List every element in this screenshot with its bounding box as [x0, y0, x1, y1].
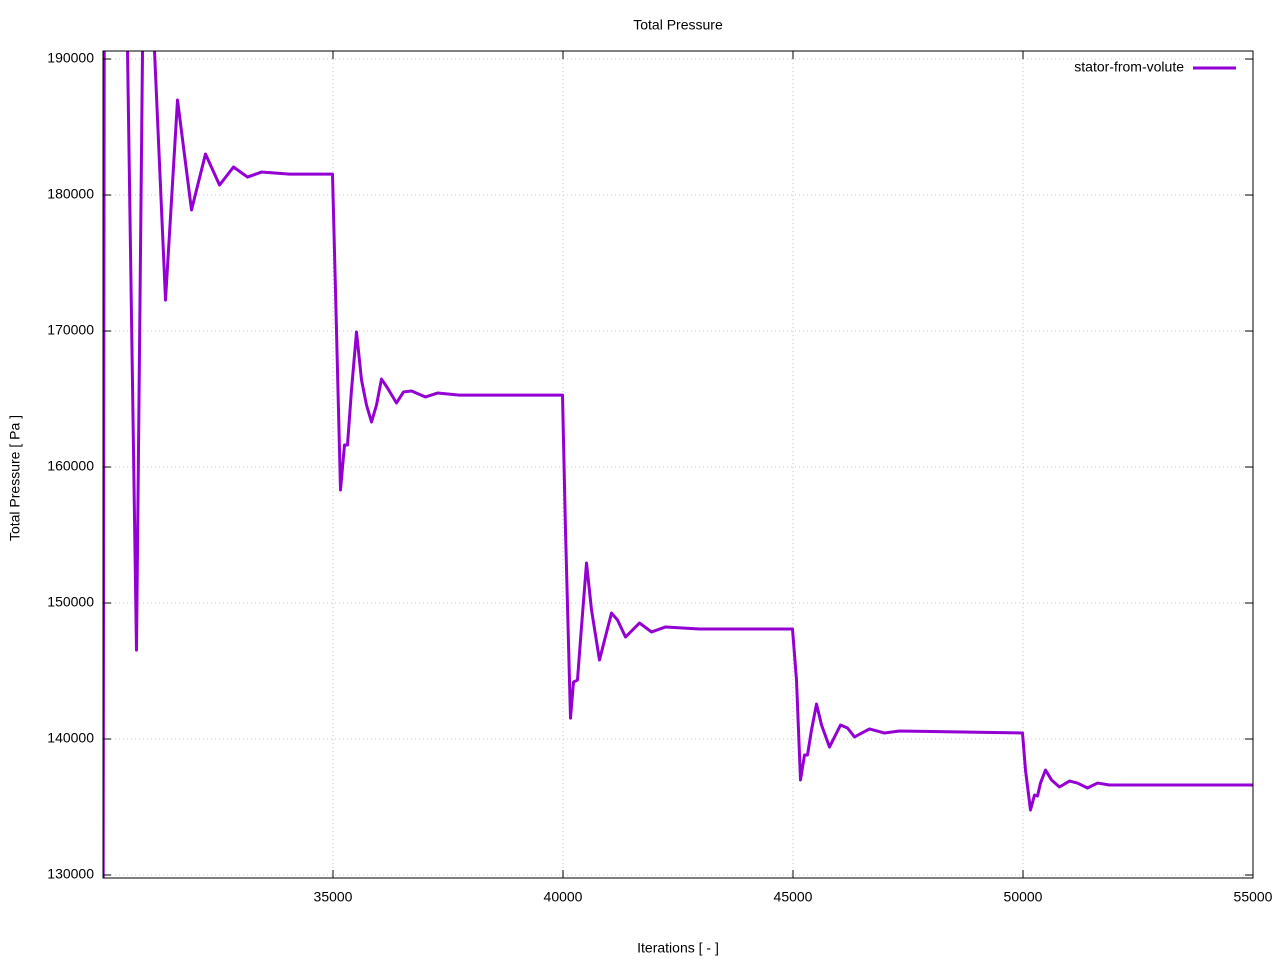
- y-tick-label: 160000: [47, 458, 94, 474]
- legend-label: stator-from-volute: [1074, 59, 1184, 75]
- grid: [103, 51, 1254, 878]
- y-tick-label: 170000: [47, 322, 94, 338]
- y-tick-label: 190000: [47, 50, 94, 66]
- y-axis-label: Total Pressure [ Pa ]: [7, 415, 23, 541]
- y-tick-label: 130000: [47, 866, 94, 882]
- data-line: [103, 51, 1253, 878]
- plot-area: [103, 51, 1253, 878]
- x-axis-label: Iterations [ - ]: [637, 940, 719, 956]
- y-tick-label: 140000: [47, 730, 94, 746]
- x-tick-label: 35000: [314, 889, 353, 905]
- x-tick-label: 45000: [774, 889, 813, 905]
- y-tick-label: 180000: [47, 186, 94, 202]
- y-tick-label: 150000: [47, 594, 94, 610]
- x-tick-label: 40000: [544, 889, 583, 905]
- chart-title: Total Pressure: [633, 17, 723, 33]
- x-tick-label: 55000: [1234, 889, 1273, 905]
- x-tick-label: 50000: [1004, 889, 1043, 905]
- plot-frame: [102, 50, 1254, 879]
